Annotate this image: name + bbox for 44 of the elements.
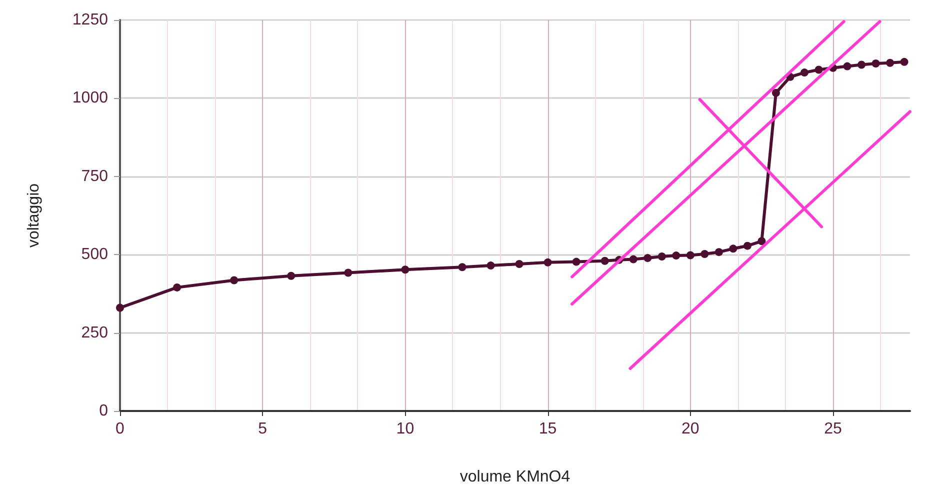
point: [287, 272, 296, 280]
point: [700, 250, 709, 258]
point: [800, 68, 808, 77]
point: [572, 258, 580, 266]
x-tick-label: 20: [682, 420, 700, 438]
point: [858, 60, 866, 69]
point: [486, 262, 495, 270]
point: [843, 62, 852, 70]
y-tick-label: 500: [81, 246, 108, 264]
point: [644, 254, 652, 262]
point: [672, 252, 680, 260]
x-tick-label: 25: [824, 420, 842, 438]
y-tick-label: 0: [99, 402, 108, 420]
point: [729, 244, 738, 253]
point: [600, 256, 609, 265]
point: [814, 66, 823, 74]
point: [173, 283, 182, 292]
point: [116, 304, 124, 312]
point: [686, 251, 694, 260]
y-tick-label: 1250: [72, 12, 108, 28]
point: [772, 88, 780, 97]
point: [401, 266, 410, 274]
point: [872, 59, 880, 68]
point: [658, 252, 666, 260]
point: [900, 58, 908, 66]
point: [629, 255, 638, 264]
y-tick-label: 1000: [72, 90, 108, 107]
point: [886, 58, 894, 67]
x-tick-label: 5: [258, 420, 268, 438]
point: [344, 268, 352, 277]
x-axis-title: volume KMnO4: [460, 468, 570, 486]
point: [230, 276, 238, 284]
point: [544, 258, 552, 266]
y-axis-title: voltaggio: [26, 183, 42, 248]
x-tick-label: 0: [116, 420, 125, 438]
point: [743, 242, 752, 250]
y-tick-label: 250: [81, 324, 108, 342]
point: [515, 260, 524, 268]
point: [458, 263, 466, 272]
x-tick-label: 10: [396, 420, 414, 438]
x-tick-label: 15: [538, 420, 557, 438]
y-tick-label: 750: [81, 168, 108, 185]
point: [758, 237, 766, 246]
point: [714, 248, 723, 256]
